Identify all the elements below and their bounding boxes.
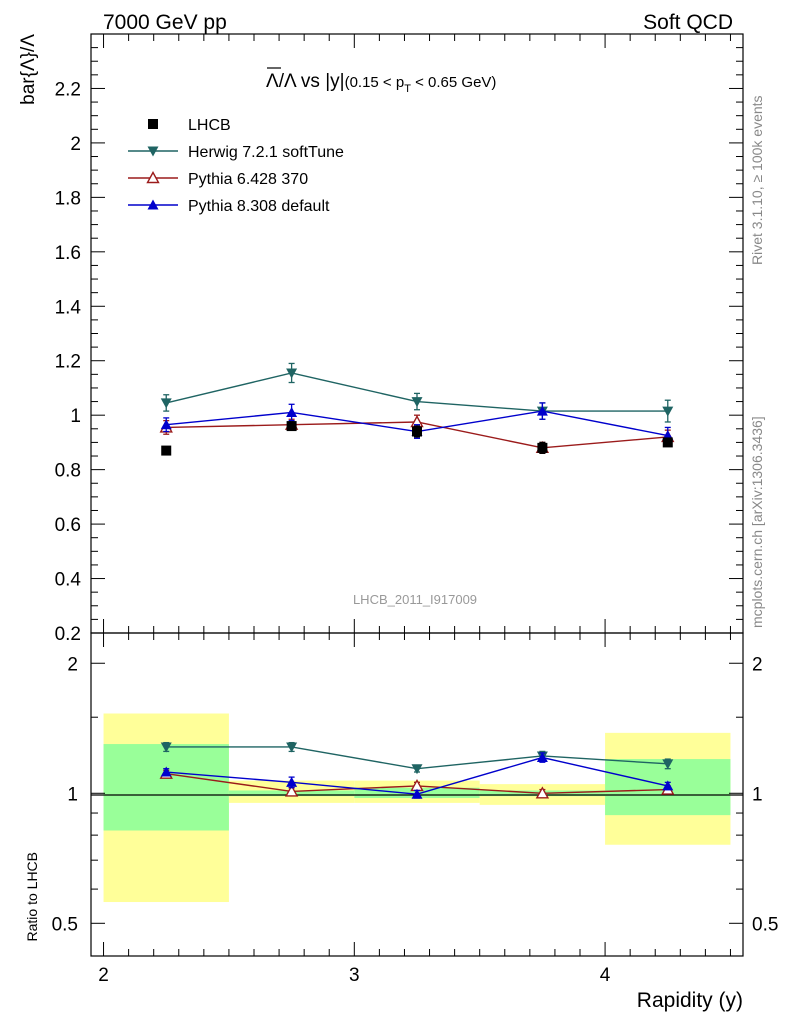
title-vs: vs |y|	[296, 71, 345, 92]
ratio-ytick-label-right: 1	[752, 784, 763, 805]
main-ytick-label: 0.8	[55, 461, 81, 482]
main-ytick-label: 1.4	[55, 297, 82, 318]
legend-label: LHCB	[188, 117, 231, 134]
ratio-ylabel: Ratio to LHCB	[24, 852, 40, 941]
main-axis: 0.2 0.4 0.6 0.8 1 1.2 1.4 1.6 1.8 2 2.2	[55, 34, 743, 645]
legend: LHCB Herwig 7.2.1 softTune Pythia 6.428 37…	[128, 117, 344, 215]
data-point	[536, 752, 548, 763]
data-point	[160, 766, 172, 777]
data-point	[411, 397, 423, 408]
data-point	[286, 368, 298, 379]
ratio-ytick-label-right: 2	[752, 654, 763, 675]
main-ytick-label: 0.2	[55, 624, 81, 645]
legend-marker	[147, 199, 159, 210]
legend-marker	[147, 146, 159, 157]
header-left: 7000 GeV pp	[103, 11, 227, 34]
ratio-bands	[103, 713, 731, 903]
ratio-ytick-label: 2	[67, 654, 78, 675]
data-point	[662, 759, 674, 770]
legend-item: Pythia 8.308 default	[128, 198, 330, 215]
ratio-ytick-label-right: 0.5	[752, 914, 778, 935]
legend-label: Herwig 7.2.1 softTune	[188, 144, 344, 161]
data-point	[286, 421, 297, 432]
main-ytick-label: 2	[70, 134, 81, 155]
data-point	[411, 764, 423, 775]
main-ylabel: bar{Λ}/Λ	[18, 34, 39, 105]
ratio-axis: 0.5 0.5 1 1 2 2 2 3 4	[52, 633, 778, 986]
main-ytick-label: 2.2	[55, 79, 81, 100]
data-point	[662, 780, 674, 791]
data-point	[284, 784, 299, 797]
data-point	[537, 442, 548, 453]
title-slash: /	[279, 71, 285, 92]
mcplots-label: mcplots.cern.ch [arXiv:1306.3436]	[749, 416, 765, 628]
legend-label: Pythia 6.428 370	[188, 171, 308, 188]
chart-title: Λ/Λ vs |y|(0.15 < pT < 0.65 GeV)	[266, 71, 496, 95]
title-range-end: < 0.65 GeV)	[411, 74, 496, 91]
legend-label: Pythia 8.308 default	[188, 198, 330, 215]
data-point	[286, 742, 298, 753]
ratio-ytick-label: 1	[67, 784, 78, 805]
data-point	[160, 419, 172, 430]
title-range: (0.15 < p	[345, 74, 405, 91]
title-sub: T	[404, 83, 411, 95]
data-point	[286, 776, 298, 787]
data-point	[411, 788, 423, 799]
analysis-watermark: LHCB_2011_I917009	[353, 592, 477, 607]
data-point	[662, 437, 673, 448]
band-inner	[103, 744, 229, 831]
data-point	[160, 742, 172, 753]
legend-item: LHCB	[148, 117, 231, 134]
xlabel: Rapidity (y)	[637, 989, 743, 1012]
data-point	[286, 406, 298, 417]
legend-item: Herwig 7.2.1 softTune	[128, 144, 344, 161]
title-lambda: Λ	[284, 71, 297, 92]
main-ytick-label: 0.4	[55, 570, 82, 591]
title-lambda-bar: Λ	[266, 71, 279, 92]
main-ytick-label: 1	[70, 406, 81, 427]
ratio-series	[159, 741, 675, 799]
data-point	[662, 406, 674, 417]
main-ytick-label: 1.2	[55, 352, 81, 373]
legend-marker	[148, 119, 158, 129]
header-right: Soft QCD	[643, 11, 733, 34]
xtick-label: 4	[600, 965, 611, 986]
legend-marker	[146, 171, 160, 184]
legend-item: Pythia 6.428 370	[128, 171, 308, 188]
xtick-label: 3	[349, 965, 360, 986]
main-ytick-label: 1.8	[55, 188, 81, 209]
data-point	[412, 426, 422, 437]
data-point	[161, 445, 172, 456]
rivet-label: Rivet 3.1.10, ≥ 100k events	[749, 95, 765, 265]
main-series	[159, 362, 675, 456]
ratio-ytick-label: 0.5	[52, 914, 78, 935]
main-ytick-label: 0.6	[55, 515, 81, 536]
main-ytick-label: 1.6	[55, 243, 81, 264]
data-point	[160, 398, 172, 409]
xtick-label: 2	[98, 965, 109, 986]
data-point	[535, 786, 550, 799]
data-point	[536, 405, 548, 416]
